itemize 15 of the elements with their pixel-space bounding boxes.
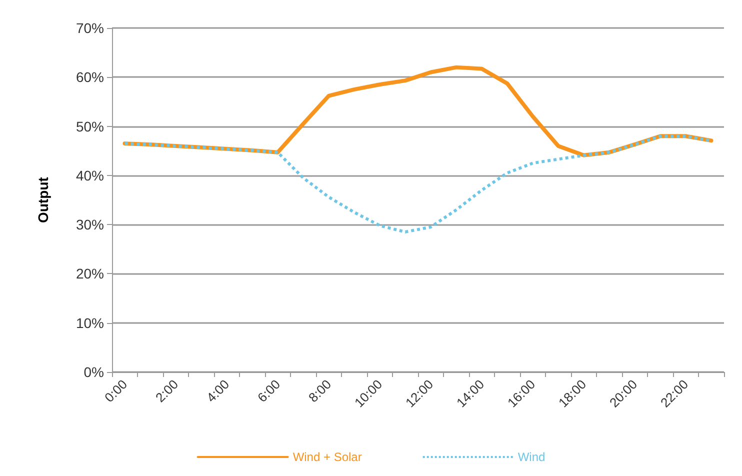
y-tick-label: 20% [76, 266, 104, 282]
text: Wind + Solar [292, 450, 362, 464]
y-tick-label: 70% [76, 20, 104, 36]
x-tick-label: 8:00 [306, 376, 334, 406]
y-tick-label: 40% [76, 167, 104, 184]
x-tick-label: 0:00 [102, 376, 130, 406]
y-axis-title: Output [35, 176, 51, 223]
x-tick-label: 4:00 [204, 376, 232, 406]
text: Wind [518, 450, 546, 464]
y-tick-label: 0% [84, 364, 104, 380]
x-tick-label: 6:00 [254, 376, 284, 406]
y-tick-label: 30% [76, 216, 104, 233]
y-tick-label: 10% [76, 314, 104, 331]
y-tick-label: 60% [76, 69, 104, 86]
y-tick-label: 50% [76, 118, 104, 134]
